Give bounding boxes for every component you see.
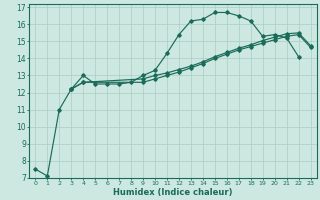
- X-axis label: Humidex (Indice chaleur): Humidex (Indice chaleur): [113, 188, 233, 197]
